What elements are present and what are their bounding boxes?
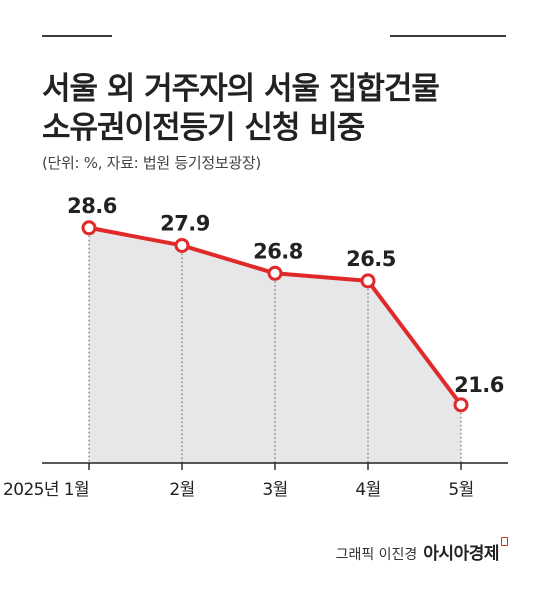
x-tick-label-2: 2월 <box>169 480 194 500</box>
chart-subtitle: (단위: %, 자료: 법원 등기정보광장) <box>42 154 261 172</box>
data-label-4: 26.5 <box>346 247 396 271</box>
brand-mark-icon <box>501 537 508 546</box>
data-point-1 <box>81 220 97 236</box>
chart-title-line-1: 서울 외 거주자의 서울 집합건물 <box>42 71 440 107</box>
credit-author: 그래픽 이진경 <box>335 547 418 563</box>
brand-logo: 아시아경제 <box>423 537 508 564</box>
data-label-5: 21.6 <box>454 373 504 397</box>
data-label-2: 27.9 <box>160 211 210 235</box>
x-tick-label-3: 3월 <box>262 480 287 500</box>
x-tick-label-4: 4월 <box>355 480 380 500</box>
brand-name: 아시아경제 <box>423 544 499 564</box>
top-rule-left <box>42 35 112 37</box>
x-tick-label-1: 2025년 1월 <box>3 480 89 500</box>
data-point-4 <box>360 273 376 289</box>
data-label-1: 28.6 <box>67 194 117 218</box>
data-label-3: 26.8 <box>253 239 303 263</box>
chart-title-line-2: 소유권이전등기 신청 비중 <box>42 110 365 146</box>
x-tick-label-5: 5월 <box>448 480 473 500</box>
credit: 그래픽 이진경 아시아경제 <box>335 537 508 564</box>
data-point-2 <box>174 237 190 253</box>
top-rule-right <box>390 35 506 37</box>
title-block: 서울 외 거주자의 서울 집합건물 소유권이전등기 신청 비중 (단위: %, … <box>42 70 440 173</box>
data-point-3 <box>267 265 283 281</box>
data-point-5 <box>453 397 469 413</box>
